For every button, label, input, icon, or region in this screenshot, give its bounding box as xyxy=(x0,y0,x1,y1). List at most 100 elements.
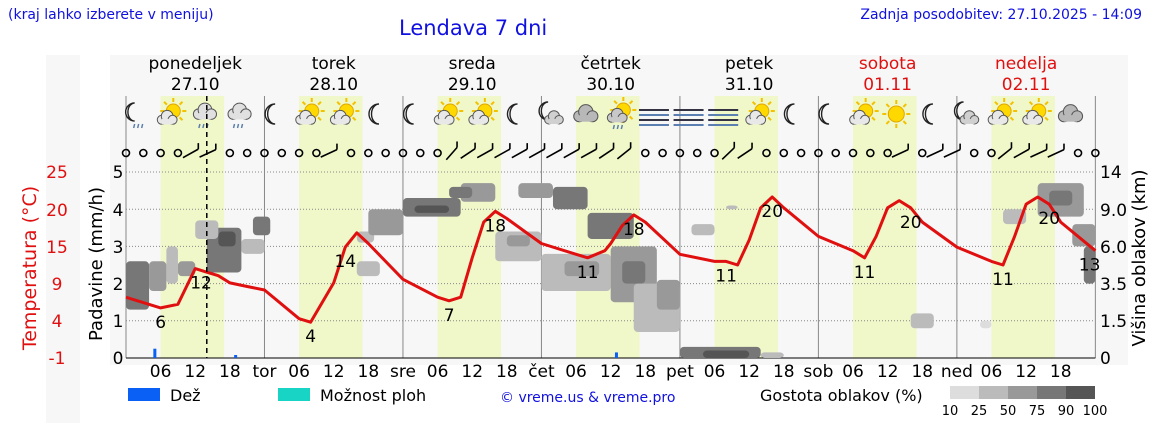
cloud-shape xyxy=(227,102,252,120)
cloud-layer xyxy=(195,220,219,239)
wind-calm-icon xyxy=(398,148,408,158)
sun-ray xyxy=(885,103,890,108)
cloud-base xyxy=(334,118,346,125)
legend: Dež Možnost ploh © vreme.us & vreme.pro … xyxy=(128,386,1107,419)
fog-icon xyxy=(638,109,669,126)
cloud-layer xyxy=(241,238,265,254)
day-date: 31.10 xyxy=(725,75,774,95)
day-tick-label: čet xyxy=(528,362,555,382)
daylight-band xyxy=(714,96,779,358)
x-axis: 06 12 18 06 12 18 tor 06 12 18 sre 06 12 18 čet 06 12 18 p… xyxy=(150,362,1072,382)
wind-calm-icon xyxy=(866,148,875,158)
fog-icon xyxy=(673,109,704,126)
temperature-axis-label: Temperatura (°C) xyxy=(19,186,41,351)
wind-arrow-icon xyxy=(460,147,476,159)
page-title: Lendava 7 dni xyxy=(399,16,548,40)
sun-ray xyxy=(767,101,772,106)
cloud-base xyxy=(438,118,450,125)
drizzle-drops xyxy=(232,123,244,129)
temperature-label: 11 xyxy=(992,270,1014,290)
cloud-shape xyxy=(745,109,767,125)
sun-ray xyxy=(301,101,307,106)
wind-calm-icon xyxy=(173,148,183,158)
wind-arrow-icon xyxy=(721,147,735,160)
cloud-shape xyxy=(156,109,178,125)
temperature-series: 6 12 4 14 7 18 11 18 11 20 11 20 11 20 13 xyxy=(125,195,1100,347)
precipitation-tick: 4 xyxy=(113,201,124,221)
sun-cloud-icon xyxy=(468,98,498,125)
cloud-drizzle-icon xyxy=(227,102,252,129)
drizzle-drop xyxy=(620,124,624,130)
density-level-label: 25 xyxy=(971,404,988,419)
hour-tick-label: 12 xyxy=(1015,362,1037,382)
moon-cloud-icon xyxy=(953,101,980,125)
cloud-base xyxy=(854,118,865,125)
precipitation-axis-label: Padavine (mm/h) xyxy=(86,187,107,341)
sun-cloud-icon xyxy=(745,98,775,125)
temperature-label: 14 xyxy=(334,252,356,272)
cloud-layer xyxy=(587,212,634,239)
day-date: 01.11 xyxy=(863,75,912,95)
cloud-shape xyxy=(295,109,317,125)
temperature-label: 20 xyxy=(1038,209,1060,229)
drizzle-drop xyxy=(236,123,240,129)
cloud-layer xyxy=(691,224,715,236)
wind-arrow-icon xyxy=(546,148,563,159)
temperature-label: 18 xyxy=(484,216,506,236)
sun-ray xyxy=(178,116,184,121)
sun-ray xyxy=(490,101,495,106)
wind-calm-icon xyxy=(831,148,841,158)
cloud-shape xyxy=(849,109,870,125)
cloud-base xyxy=(161,118,173,125)
cloud-layer xyxy=(552,186,588,210)
drizzle-drop xyxy=(140,123,144,129)
moon-shape xyxy=(368,103,380,125)
cloud-layer xyxy=(703,350,750,358)
moon-icon xyxy=(506,103,518,125)
wind-arrow-icon xyxy=(1013,148,1030,159)
cloud-shape xyxy=(329,109,351,125)
wind-calm-icon xyxy=(1073,148,1083,158)
hour-tick-label: 06 xyxy=(565,362,587,382)
wind-arrow-icon xyxy=(616,147,632,160)
sun-ray xyxy=(474,101,480,106)
credit-link[interactable]: © vreme.us & vreme.pro xyxy=(500,390,675,406)
cloud-layer xyxy=(252,216,271,236)
precip-bar xyxy=(614,352,618,358)
wind-arrow-icon xyxy=(320,148,338,158)
precipitation-bars xyxy=(153,348,618,358)
temperature-label: 11 xyxy=(854,263,876,283)
drizzle-drop xyxy=(616,124,620,130)
fog-icon xyxy=(708,109,739,126)
y-axes: Temperatura (°C) Padavine (mm/h) Višina … xyxy=(19,163,1150,369)
precipitation-tick: 3 xyxy=(113,238,124,258)
sun-cloud-icon xyxy=(329,98,360,125)
cloud-base xyxy=(548,118,560,124)
hour-tick-label: 18 xyxy=(496,362,518,382)
wind-arrow-icon xyxy=(926,148,944,158)
density-level-label: 10 xyxy=(942,404,959,419)
density-level-label: 100 xyxy=(1083,404,1108,419)
cloud-layer xyxy=(149,261,167,292)
day-name: sobota xyxy=(859,54,917,74)
cloud-layer xyxy=(1083,246,1096,284)
moon-shape xyxy=(402,103,414,125)
wind-arrow-icon xyxy=(528,148,545,159)
wind-arrow-icon xyxy=(891,148,909,158)
wind-arrow-icon xyxy=(511,148,528,159)
last-updated: Zadnja posodobitev: 27.10.2025 - 14:09 xyxy=(860,7,1142,23)
sun-rays xyxy=(882,100,911,128)
drizzle-drops xyxy=(132,123,144,129)
moon-icon xyxy=(922,103,934,125)
wind-calm-icon xyxy=(1091,148,1100,158)
left-panel xyxy=(46,55,80,423)
cloud-height-tick: 14 xyxy=(1100,163,1122,183)
wind-calm-icon xyxy=(364,148,373,158)
sun-ray xyxy=(751,101,757,106)
wind-calm-icon xyxy=(294,148,304,158)
cloud-layer xyxy=(414,205,450,213)
wind-calm-icon xyxy=(156,148,165,158)
hour-tick-label: 06 xyxy=(981,362,1003,382)
